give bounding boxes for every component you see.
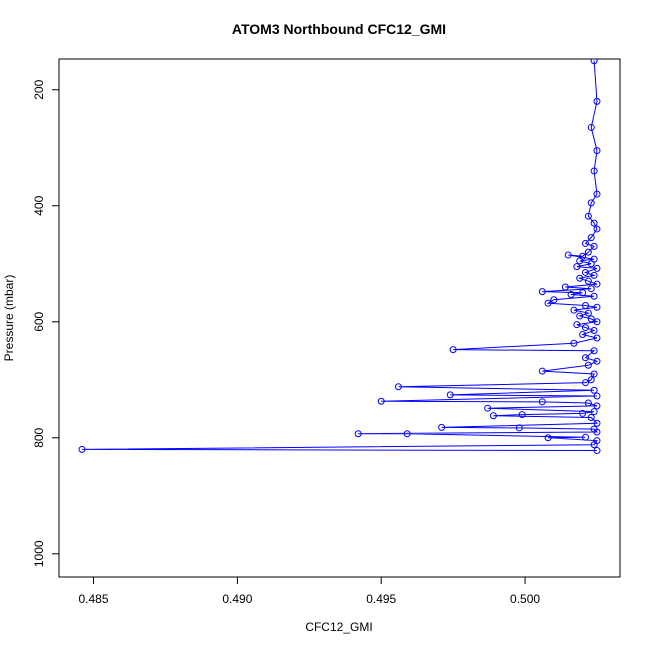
data-point bbox=[584, 248, 592, 256]
data-point bbox=[538, 288, 546, 296]
chart-title: ATOM3 Northbound CFC12_GMI bbox=[232, 21, 446, 37]
data-point bbox=[538, 398, 546, 406]
data-point bbox=[590, 408, 598, 416]
data-point bbox=[78, 445, 86, 453]
data-point bbox=[581, 324, 589, 332]
data-point bbox=[593, 225, 601, 233]
data-point bbox=[590, 326, 598, 334]
data-point bbox=[579, 409, 587, 417]
x-axis-label: CFC12_GMI bbox=[305, 620, 372, 634]
data-point bbox=[579, 331, 587, 339]
y-tick-label: 1000 bbox=[32, 540, 46, 567]
data-point bbox=[584, 309, 592, 317]
data-point bbox=[550, 296, 558, 304]
data-point bbox=[593, 97, 601, 105]
data-point bbox=[438, 423, 446, 431]
data-point bbox=[587, 199, 595, 207]
data-point bbox=[587, 123, 595, 131]
data-point bbox=[567, 291, 575, 299]
x-tick-label: 0.490 bbox=[222, 592, 252, 606]
data-point bbox=[581, 302, 589, 310]
data-point bbox=[518, 411, 526, 419]
data-point bbox=[590, 386, 598, 394]
data-point bbox=[484, 404, 492, 412]
data-point bbox=[538, 367, 546, 375]
data-point bbox=[593, 357, 601, 365]
y-tick-label: 400 bbox=[32, 195, 46, 215]
data-point bbox=[515, 424, 523, 432]
data-point bbox=[593, 334, 601, 342]
series-layer bbox=[78, 59, 601, 455]
data-point bbox=[570, 339, 578, 347]
data-point bbox=[593, 318, 601, 326]
data-point bbox=[544, 434, 552, 442]
data-point bbox=[593, 264, 601, 272]
data-point bbox=[593, 419, 601, 427]
data-point bbox=[587, 315, 595, 323]
data-point bbox=[581, 239, 589, 247]
data-point bbox=[576, 257, 584, 265]
x-axis: 0.485 0.490 0.495 0.500 bbox=[79, 576, 540, 606]
x-tick-label: 0.500 bbox=[510, 592, 540, 606]
data-point bbox=[587, 376, 595, 384]
data-point bbox=[446, 391, 454, 399]
data-point bbox=[587, 234, 595, 242]
data-point bbox=[593, 147, 601, 155]
data-point bbox=[403, 430, 411, 438]
data-point bbox=[593, 447, 601, 455]
data-point bbox=[573, 321, 581, 329]
y-axis-label: Pressure (mbar) bbox=[2, 275, 16, 362]
data-point bbox=[544, 299, 552, 307]
data-point bbox=[590, 59, 598, 65]
data-point bbox=[581, 433, 589, 441]
data-point bbox=[584, 361, 592, 369]
y-tick-label: 200 bbox=[32, 79, 46, 99]
data-point bbox=[590, 347, 598, 355]
data-point bbox=[590, 167, 598, 175]
data-point bbox=[489, 412, 497, 420]
data-point bbox=[593, 402, 601, 410]
data-point bbox=[593, 190, 601, 198]
data-point bbox=[590, 219, 598, 227]
data-point bbox=[579, 289, 587, 297]
data-point bbox=[581, 354, 589, 362]
data-point bbox=[590, 292, 598, 300]
data-point bbox=[590, 441, 598, 449]
data-point bbox=[584, 212, 592, 220]
data-point bbox=[564, 251, 572, 259]
data-point bbox=[587, 260, 595, 268]
y-tick-label: 800 bbox=[32, 427, 46, 447]
x-tick-label: 0.485 bbox=[79, 592, 109, 606]
data-point bbox=[394, 383, 402, 391]
data-point bbox=[561, 283, 569, 291]
data-point bbox=[354, 430, 362, 438]
data-point bbox=[581, 268, 589, 276]
data-point bbox=[584, 399, 592, 407]
data-point bbox=[449, 346, 457, 354]
x-tick-label: 0.495 bbox=[366, 592, 396, 606]
data-point bbox=[593, 280, 601, 288]
data-point bbox=[587, 413, 595, 421]
data-point bbox=[590, 271, 598, 279]
data-point bbox=[593, 303, 601, 311]
data-point bbox=[593, 392, 601, 400]
data-point bbox=[584, 277, 592, 285]
data-point bbox=[593, 428, 601, 436]
data-point bbox=[587, 285, 595, 293]
data-point bbox=[576, 312, 584, 320]
data-point bbox=[570, 306, 578, 314]
data-point bbox=[573, 263, 581, 271]
data-point bbox=[377, 397, 385, 405]
data-point bbox=[576, 274, 584, 282]
y-axis: 200 400 600 800 1000 bbox=[32, 79, 60, 567]
data-point bbox=[581, 379, 589, 387]
data-point bbox=[590, 242, 598, 250]
data-point bbox=[590, 370, 598, 378]
series-line bbox=[82, 60, 599, 452]
y-tick-label: 600 bbox=[32, 311, 46, 331]
